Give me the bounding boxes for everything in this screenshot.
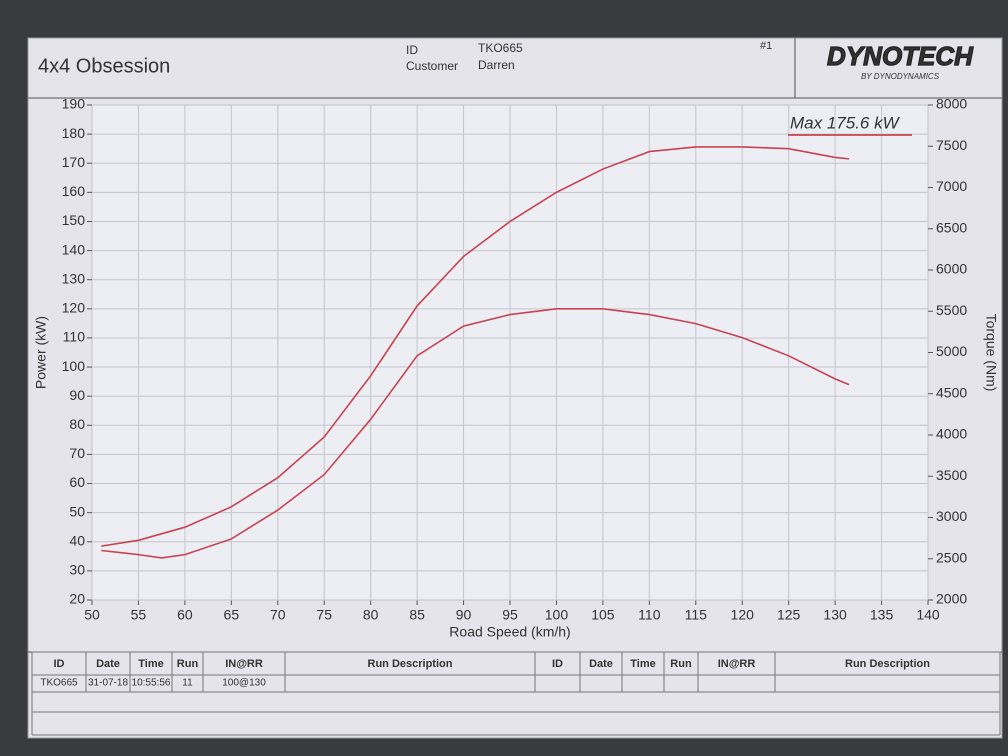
y-tick-label: 180 (62, 125, 86, 141)
table-header: IN@RR (718, 658, 756, 670)
y-tick-label: 140 (62, 241, 86, 257)
y-tick-label: 190 (62, 96, 86, 112)
y-tick-label: 30 (69, 562, 85, 578)
y-tick-label: 100 (62, 358, 86, 374)
y-tick-label: 80 (69, 416, 85, 432)
y-tick-label: 60 (69, 474, 85, 490)
y2-tick-label: 6000 (936, 261, 967, 277)
y2-tick-label: 6500 (936, 219, 967, 235)
x-tick-label: 75 (316, 607, 332, 623)
y2-tick-label: 4500 (936, 384, 967, 400)
y-tick-label: 150 (62, 212, 86, 228)
logo: DYNOTECH (827, 41, 974, 71)
x-tick-label: 135 (870, 607, 894, 623)
x-tick-label: 100 (545, 607, 569, 623)
id-value: TKO665 (478, 41, 523, 55)
y2-tick-label: 7500 (936, 137, 967, 153)
x-tick-label: 70 (270, 607, 286, 623)
run-number: #1 (760, 40, 772, 52)
y-tick-label: 70 (69, 445, 85, 461)
x-tick-label: 50 (84, 607, 100, 623)
x-tick-label: 55 (131, 607, 147, 623)
table-cell: 11 (182, 678, 193, 689)
y2-tick-label: 5000 (936, 343, 967, 359)
x-tick-label: 105 (591, 607, 615, 623)
x-tick-label: 80 (363, 607, 379, 623)
y2-tick-label: 8000 (936, 96, 967, 112)
customer-value: Darren (478, 58, 515, 72)
x-tick-label: 85 (409, 607, 425, 623)
y2-tick-label: 2500 (936, 549, 967, 565)
y-tick-label: 160 (62, 183, 86, 199)
y2-tick-label: 7000 (936, 178, 967, 194)
x-axis-label: Road Speed (km/h) (449, 624, 570, 640)
y-tick-label: 110 (63, 329, 86, 345)
y-tick-label: 120 (62, 300, 86, 316)
x-tick-label: 120 (731, 607, 755, 623)
customer-label: Customer (406, 59, 458, 73)
x-tick-label: 110 (638, 607, 661, 623)
x-tick-label: 140 (916, 607, 940, 623)
x-tick-label: 95 (502, 607, 518, 623)
y2-tick-label: 3500 (936, 467, 967, 483)
x-tick-label: 115 (685, 607, 708, 623)
x-tick-label: 125 (777, 607, 801, 623)
table-header: Time (630, 658, 655, 670)
series-line (101, 307, 850, 559)
y-axis-label: Power (kW) (33, 316, 49, 389)
y-tick-label: 20 (69, 591, 85, 607)
y-tick-label: 90 (69, 387, 85, 403)
table-header: ID (552, 658, 563, 670)
table-header: Date (96, 658, 120, 670)
table-header: IN@RR (225, 658, 263, 670)
table-header: Time (138, 658, 163, 670)
table-header: Run (670, 658, 692, 670)
y2-axis-label: Torque (Nm) (983, 314, 999, 392)
table-header: ID (54, 658, 65, 670)
table-header: Run Description (845, 658, 930, 670)
y-tick-label: 130 (62, 270, 86, 286)
y2-tick-label: 5500 (936, 302, 967, 318)
y-tick-label: 170 (62, 154, 86, 170)
y2-tick-label: 4000 (936, 426, 967, 442)
table-cell: 10:55:56 (132, 678, 171, 689)
table-cell: 100@130 (222, 678, 266, 689)
table-header: Date (589, 658, 613, 670)
x-tick-label: 130 (823, 607, 847, 623)
id-label: ID (406, 43, 418, 57)
x-tick-label: 90 (456, 607, 472, 623)
x-tick-label: 65 (224, 607, 240, 623)
annotation: Max 175.6 kW (790, 113, 901, 132)
table-header: Run (177, 658, 199, 670)
series-line (101, 146, 850, 547)
y-tick-label: 40 (69, 532, 85, 548)
header-title: 4x4 Obsession (38, 55, 170, 77)
logo-sub: BY DYNODYNAMICS (861, 72, 940, 81)
y2-tick-label: 3000 (936, 508, 967, 524)
table-cell: 31-07-18 (88, 678, 128, 689)
table-cell: TKO665 (40, 678, 78, 689)
y-tick-label: 50 (69, 503, 85, 519)
y2-tick-label: 2000 (936, 591, 967, 607)
table-header: Run Description (368, 658, 453, 670)
x-tick-label: 60 (177, 607, 193, 623)
